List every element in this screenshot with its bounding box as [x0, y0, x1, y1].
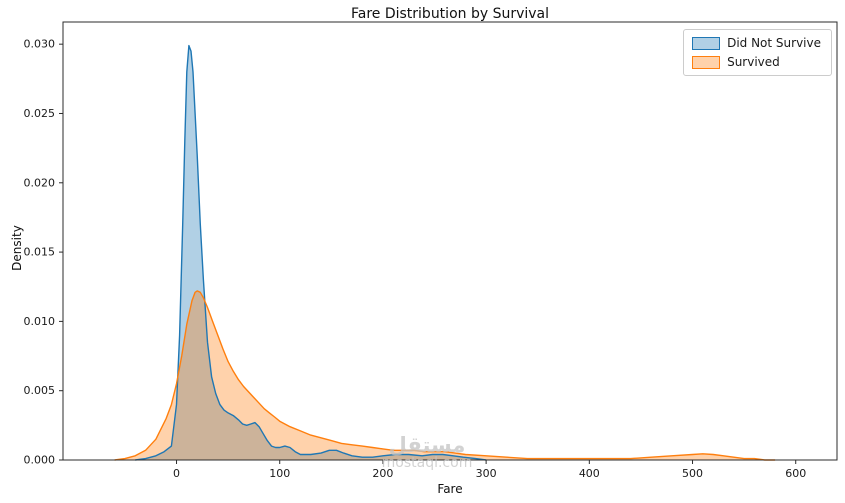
x-tick-label: 0 [173, 467, 180, 480]
legend: Did Not Survive Survived [683, 29, 832, 76]
legend-label-did-not-survive: Did Not Survive [727, 36, 821, 50]
y-tick-label: 0.030 [24, 38, 56, 51]
y-tick-label: 0.025 [24, 107, 56, 120]
legend-swatch-survived [692, 55, 721, 69]
x-tick-label: 500 [682, 467, 703, 480]
y-tick-label: 0.010 [24, 315, 56, 328]
density-curve-survived [114, 290, 776, 461]
legend-swatch-did-not-survive [692, 36, 721, 50]
legend-item-did-not-survive: Did Not Survive [692, 36, 821, 50]
x-tick-label: 100 [269, 467, 290, 480]
density-area-survived [114, 290, 776, 460]
y-tick-label: 0.005 [24, 384, 56, 397]
y-tick-label: 0.015 [24, 246, 56, 259]
x-tick-label: 300 [476, 467, 497, 480]
y-tick-label: 0.000 [24, 454, 56, 467]
x-tick-label: 400 [579, 467, 600, 480]
chart-title: Fare Distribution by Survival [350, 6, 550, 22]
x-tick-label: 600 [785, 467, 806, 480]
legend-item-survived: Survived [692, 55, 821, 69]
axes-frame [62, 21, 838, 461]
y-tick-label: 0.020 [24, 176, 56, 189]
legend-label-survived: Survived [727, 55, 780, 69]
x-axis-label: Fare [437, 482, 463, 496]
x-tick-label: 200 [372, 467, 393, 480]
density-curve-did-not-survive [135, 44, 487, 461]
